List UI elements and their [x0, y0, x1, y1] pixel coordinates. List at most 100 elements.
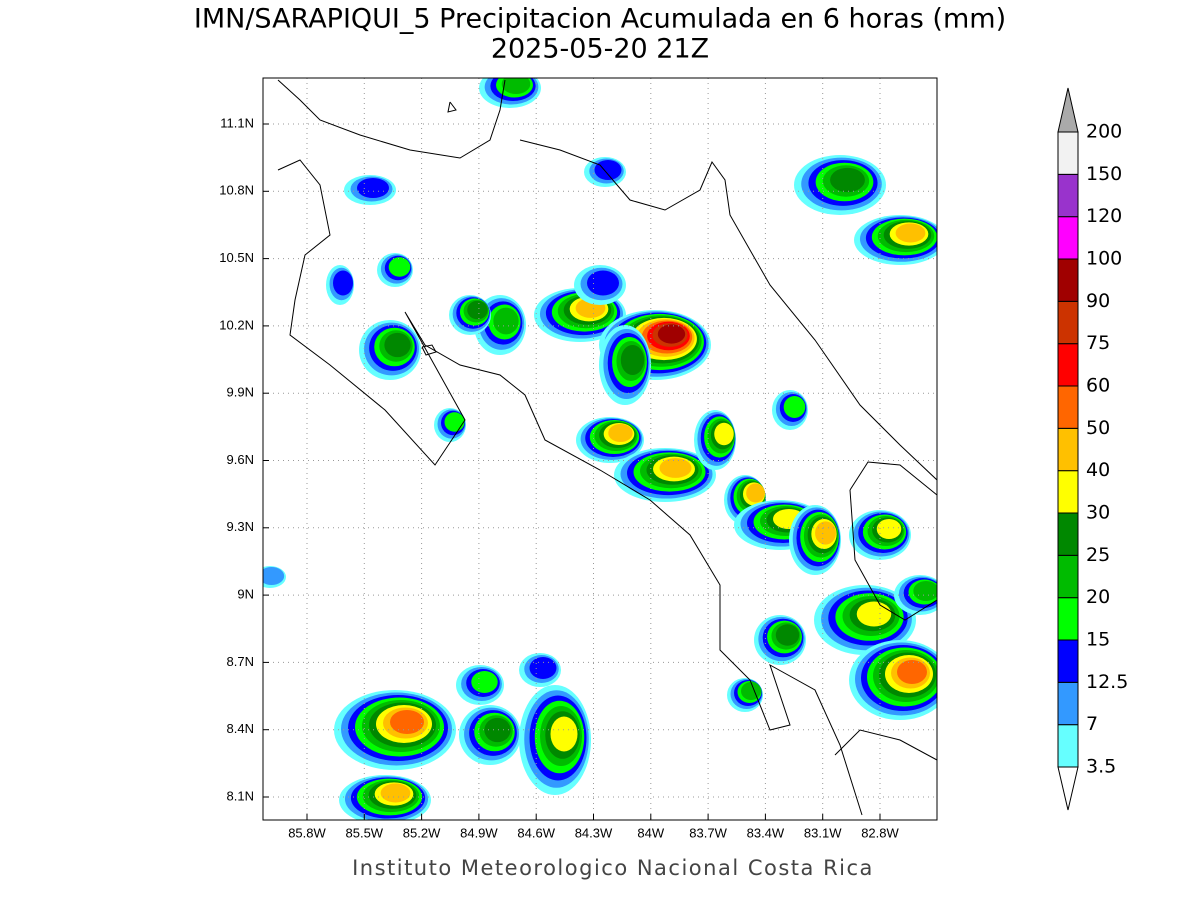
lon-tick-label: 85.2W: [403, 825, 441, 840]
colorbar-label: 150: [1086, 163, 1122, 185]
coastline: [834, 729, 937, 761]
title: IMN/SARAPIQUI_5 Precipitacion Acumulada …: [194, 4, 1006, 35]
rain-area: [856, 601, 892, 627]
colorbar-box: [1057, 173, 1079, 218]
colorbar-label: 40: [1086, 459, 1110, 481]
lon-tick-label: 85.5W: [346, 825, 384, 840]
lon-tick-label: 84.9W: [460, 825, 498, 840]
rain-area: [895, 223, 926, 243]
lon-tick-label: 85.8W: [288, 825, 326, 840]
rain-area: [608, 424, 633, 442]
lon-tick-label: 84W: [637, 825, 664, 840]
colorbar-box: [1057, 216, 1079, 260]
lat-tick-label: 9.9N: [227, 385, 254, 400]
rain-area: [876, 519, 902, 539]
colorbar-box: [1057, 258, 1079, 302]
colorbar-box: [1057, 300, 1079, 345]
grid: [263, 78, 937, 820]
rain-area: [587, 270, 619, 296]
coastline: [519, 139, 937, 481]
coastline: [277, 79, 506, 159]
colorbar-label: 200: [1086, 121, 1122, 143]
colorbar-box: [1057, 681, 1079, 726]
precipitation-field: [263, 78, 937, 820]
island: [447, 101, 457, 113]
map-frame: [262, 77, 938, 821]
coastline: [277, 159, 863, 816]
colorbar-label: 100: [1086, 248, 1122, 270]
rain-area: [714, 422, 734, 446]
colorbar-box: [1057, 512, 1079, 556]
lon-tick-label: 84.6W: [517, 825, 555, 840]
lon-tick-label: 83.4W: [747, 825, 785, 840]
rain-area: [471, 671, 498, 693]
lon-tick-label: 82.8W: [861, 825, 899, 840]
lat-tick-label: 9.3N: [227, 519, 254, 534]
rain-area: [390, 710, 424, 734]
rain-area: [815, 521, 836, 545]
colorbar: 3.5 7 12.5 15 20 25 30 40 50 60 75 90 100 120 150 200: [1057, 87, 1128, 811]
rain-area: [493, 307, 519, 335]
border: [849, 489, 937, 621]
lat-tick-label: 10.5N: [219, 250, 254, 265]
rain-area: [746, 483, 765, 503]
colorbar-label: 30: [1086, 502, 1110, 524]
colorbar-box: [1057, 724, 1079, 768]
rain-area: [783, 396, 806, 418]
rain-area: [444, 412, 465, 432]
colorbar-box: [1057, 343, 1079, 387]
colorbar-label: 12.5: [1086, 671, 1128, 693]
lat-tick-label: 9.6N: [227, 452, 254, 467]
rain-area: [830, 167, 865, 193]
lat-tick-label: 8.4N: [227, 721, 254, 736]
rain-area: [913, 581, 937, 601]
rain-area: [659, 458, 692, 478]
colorbar-label: 60: [1086, 375, 1110, 397]
rain-area: [263, 567, 285, 585]
colorbar-box: [1057, 554, 1079, 599]
rain-area: [550, 716, 578, 752]
rain-area: [501, 78, 531, 94]
lon-tick-label: 84.3W: [575, 825, 613, 840]
lat-tick-label: 10.2N: [219, 317, 254, 332]
rain-area: [380, 783, 411, 803]
colorbar-label: 75: [1086, 332, 1110, 354]
rain-area: [741, 682, 761, 700]
subtitle: 2025-05-20 21Z: [491, 34, 709, 65]
colorbar-label: 120: [1086, 205, 1122, 227]
rain-area: [897, 660, 927, 684]
rain-area: [333, 270, 353, 296]
rain-area: [384, 332, 411, 358]
colorbar-box: [1057, 427, 1079, 472]
rain-area: [467, 300, 488, 320]
lat-tick-label: 11.1N: [220, 115, 254, 130]
rain-area: [657, 324, 686, 344]
lat-tick-label: 8.1N: [227, 788, 254, 803]
lat-tick-label: 8.7N: [227, 654, 254, 669]
rain-area: [594, 160, 622, 180]
rain-area: [357, 178, 389, 198]
colorbar-label: 90: [1086, 290, 1110, 312]
rain-area: [484, 717, 511, 743]
rain-area: [388, 257, 411, 277]
footer: Instituto Meteorologico Nacional Costa R…: [352, 856, 874, 880]
colorbar-box: [1057, 597, 1079, 641]
rain-area: [775, 624, 800, 646]
colorbar-label: 15: [1086, 629, 1110, 651]
lat-tick-label: 9N: [237, 587, 254, 602]
colorbar-box: [1057, 639, 1079, 683]
colorbar-label: 20: [1086, 586, 1110, 608]
colorbar-label: 50: [1086, 417, 1110, 439]
lon-tick-label: 83.7W: [689, 825, 727, 840]
island: [421, 344, 437, 356]
colorbar-box: [1057, 131, 1079, 175]
rain-area: [620, 345, 645, 375]
coastlines: [277, 79, 937, 816]
colorbar-box: [1057, 470, 1079, 514]
colorbar-box: [1057, 385, 1079, 429]
border: [849, 461, 937, 496]
colorbar-label: 25: [1086, 544, 1110, 566]
colorbar-label: 3.5: [1086, 756, 1116, 778]
colorbar-label: 7: [1086, 713, 1098, 735]
